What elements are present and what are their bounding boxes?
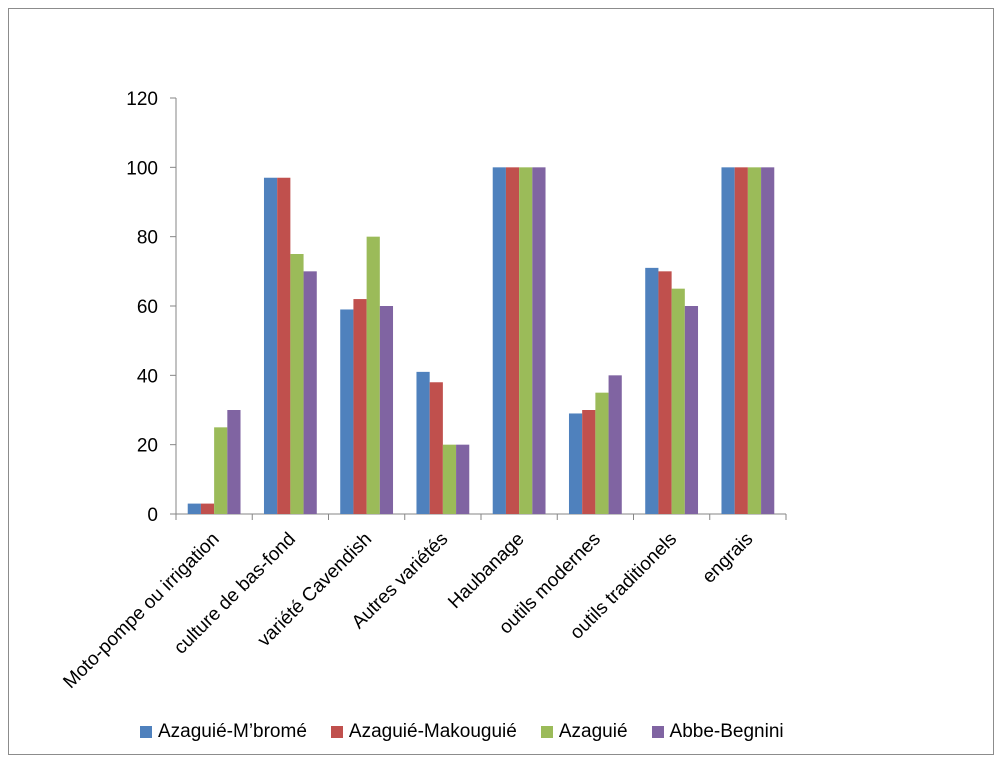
legend-swatch (540, 726, 553, 738)
legend-label: Azaguié (558, 721, 628, 742)
bar (442, 444, 457, 514)
bar (200, 503, 215, 514)
legend-swatch (140, 726, 152, 738)
bar (734, 167, 748, 515)
bar (492, 167, 506, 515)
bar (353, 299, 367, 514)
bar (416, 371, 430, 514)
y-tick-label: 0 (147, 505, 158, 526)
bar (214, 427, 228, 514)
legend-label: Azaguié-Makouguié (348, 721, 517, 742)
chart-legend: Azaguié-M’bromé Azaguié-Makouguié Azaguié A… (140, 719, 808, 745)
bar (227, 410, 241, 514)
bar (671, 288, 685, 514)
bar (608, 375, 622, 514)
legend-label: Azaguié-M’bromé (158, 721, 307, 742)
y-tick-label: 20 (137, 436, 158, 457)
x-category-label: Moto-pompe ou irrigation (59, 529, 223, 693)
x-category-label: engrais (698, 529, 757, 588)
bar (366, 236, 380, 514)
y-tick-label: 40 (137, 366, 158, 387)
y-tick-label: 120 (126, 89, 158, 110)
bar (645, 267, 659, 514)
bar (658, 271, 672, 514)
chart-bars (187, 167, 775, 515)
bar (595, 392, 609, 514)
bar (290, 254, 304, 514)
bar (303, 271, 317, 514)
bar (340, 309, 354, 514)
y-axis-ticks: 0 20 40 60 80 100 120 (126, 89, 176, 526)
bar (532, 167, 546, 515)
bar (456, 444, 470, 514)
legend-item: Azaguié-M’bromé (140, 721, 307, 743)
bar (684, 306, 699, 514)
bar (277, 177, 291, 514)
bar (379, 306, 394, 514)
legend-item: Abbe-Begnini (651, 721, 784, 743)
legend-item: Azaguié (540, 721, 628, 743)
y-tick-label: 100 (126, 158, 158, 179)
bar (721, 167, 735, 515)
bar (429, 382, 443, 514)
legend-swatch (330, 726, 343, 738)
y-tick-label: 80 (137, 228, 158, 249)
bar (582, 410, 596, 514)
bar (568, 413, 583, 514)
bar (505, 167, 520, 515)
bar (747, 167, 762, 515)
legend-item: Azaguié-Makouguié (330, 721, 517, 743)
y-tick-label: 60 (137, 297, 158, 318)
bar (519, 167, 533, 515)
bar (263, 177, 278, 514)
legend-swatch (651, 726, 664, 738)
x-category-label: Haubanage (444, 529, 528, 613)
bar (187, 503, 201, 514)
bar (761, 167, 775, 515)
legend-label: Abbe-Begnini (669, 721, 784, 742)
